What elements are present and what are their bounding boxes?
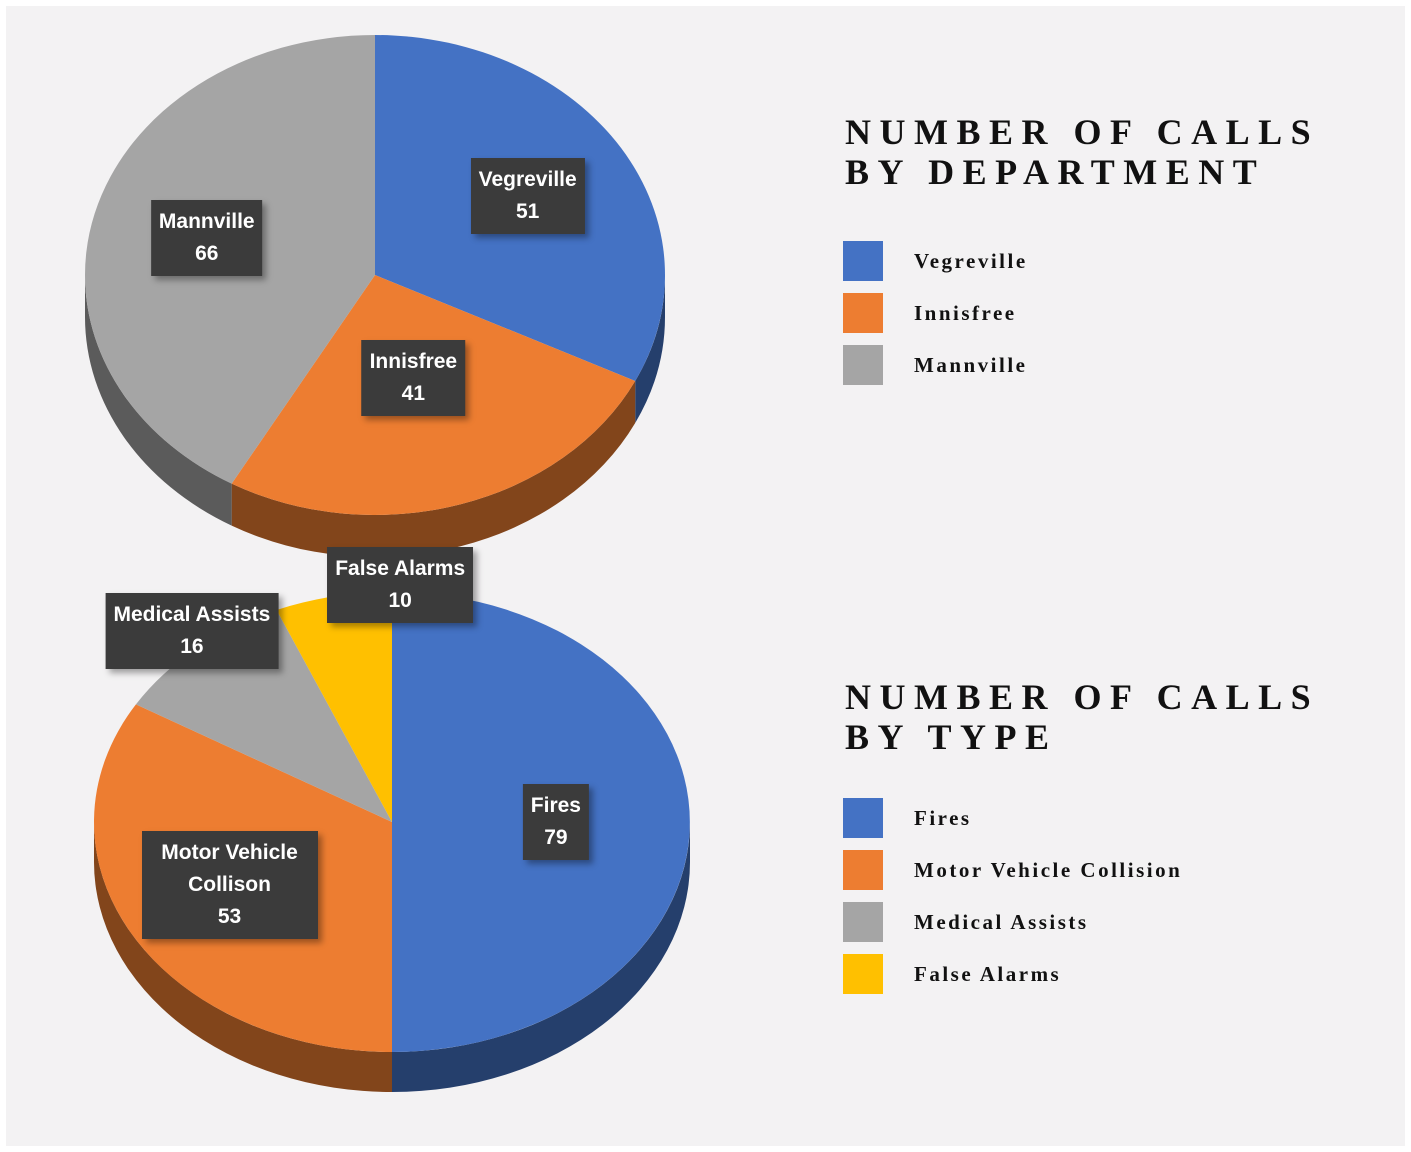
chart-title: NUMBER OF CALLS BY TYPE (845, 677, 1320, 757)
legend-swatch (843, 293, 883, 333)
legend-label: Fires (914, 806, 972, 830)
legend-swatch (843, 345, 883, 385)
legend-label: Mannville (914, 353, 1028, 377)
legend-swatch (843, 241, 883, 281)
slice-side (635, 275, 665, 423)
data-label-name: Vegreville (478, 168, 577, 192)
data-label-name: Fires (530, 794, 581, 817)
pie-slice (276, 592, 392, 822)
slice-side (231, 380, 636, 557)
slice-side (94, 822, 392, 1092)
chart-title: NUMBER OF CALLS BY DEPARTMENT (845, 112, 1320, 192)
data-label-value: 53 (217, 904, 242, 928)
data-label-name: Medical Assists (113, 603, 271, 627)
data-label: Vegreville 51 (470, 158, 585, 235)
data-label-name: False Alarms (335, 557, 466, 581)
data-label: Innisfree 41 (361, 340, 466, 417)
legend-label: Motor Vehicle Collision (914, 858, 1183, 882)
legend-swatch (843, 850, 883, 890)
data-label-value: 41 (401, 382, 426, 406)
data-label-name: Motor Vehicle Collison (161, 840, 298, 896)
slice-side (85, 275, 232, 526)
data-label-value: 66 (195, 242, 219, 266)
legend-swatch (843, 902, 883, 942)
data-label: Motor Vehicle Collison 53 (141, 830, 318, 939)
legend-label: Vegreville (914, 249, 1028, 273)
legend-label: False Alarms (914, 962, 1062, 986)
legend-swatch (843, 954, 883, 994)
data-label-value: 10 (388, 589, 412, 613)
data-label-value: 16 (180, 635, 204, 659)
slice-side (392, 822, 690, 1092)
data-label: Fires 79 (522, 784, 589, 860)
data-label-name: Innisfree (369, 350, 458, 374)
data-label-value: 51 (515, 200, 540, 224)
data-label: Medical Assists 16 (105, 593, 279, 670)
legend-swatch (843, 798, 883, 838)
legend-label: Innisfree (914, 301, 1017, 325)
legend-label: Medical Assists (914, 910, 1089, 934)
data-label: False Alarms 10 (327, 547, 474, 624)
data-label-value: 79 (544, 826, 568, 849)
data-label-name: Mannville (158, 210, 255, 234)
data-label: Mannville 66 (150, 200, 263, 277)
